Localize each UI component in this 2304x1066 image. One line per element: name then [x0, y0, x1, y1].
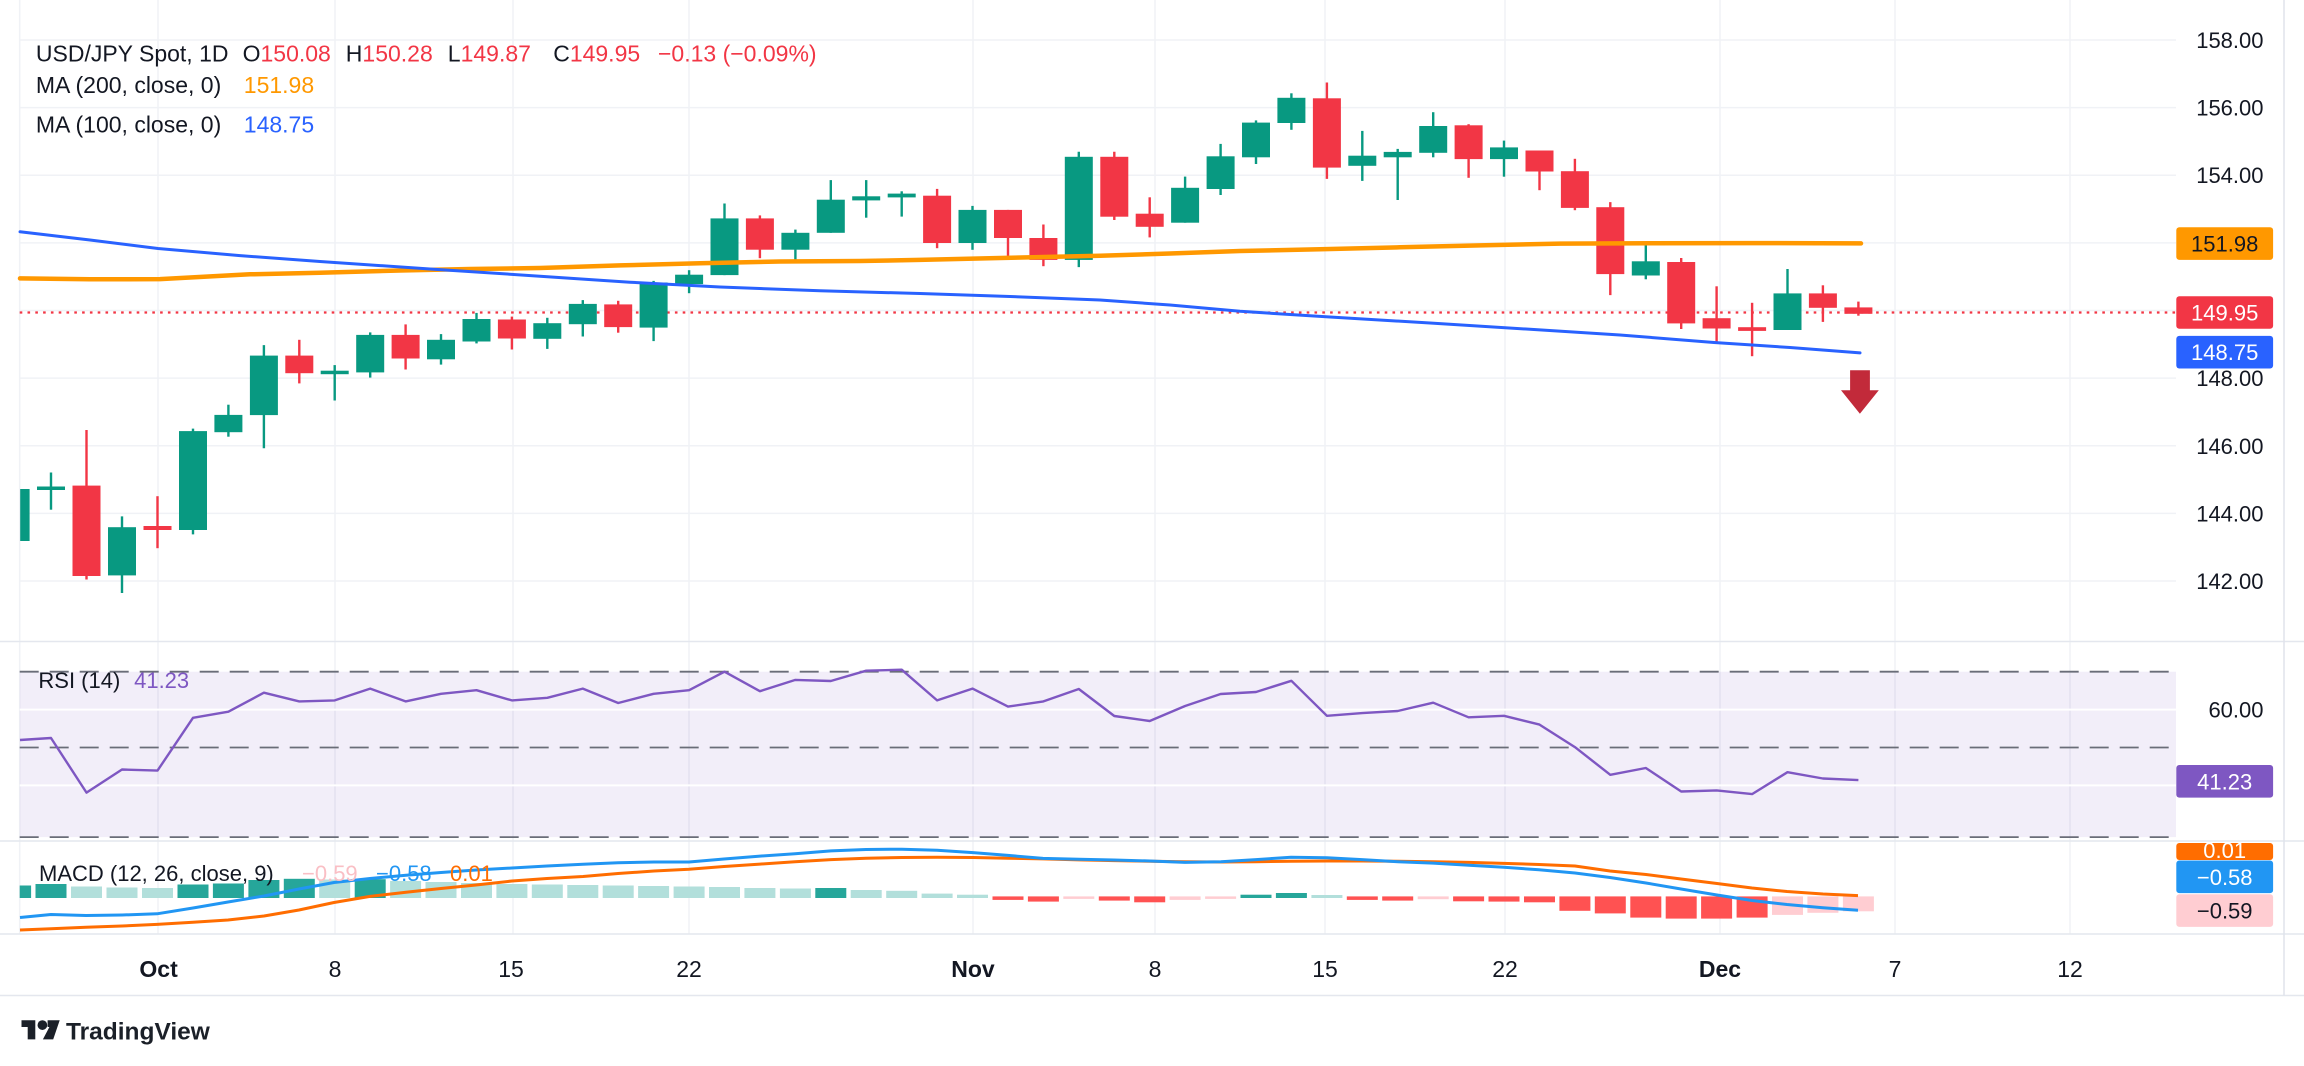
svg-text:148.00: 148.00	[2196, 366, 2263, 391]
svg-text:60.00: 60.00	[2208, 698, 2263, 723]
svg-text:MACD (12, 26, close, 9)−0.59−0: MACD (12, 26, close, 9) −0.59 −0.58 0.01	[39, 861, 493, 886]
svg-text:8: 8	[1149, 956, 1162, 982]
svg-text:8: 8	[329, 956, 342, 982]
svg-text:149.95: 149.95	[2191, 301, 2258, 326]
svg-text:Oct: Oct	[139, 956, 178, 982]
svg-text:151.98: 151.98	[2191, 232, 2258, 257]
svg-text:MA (100, close, 0)148.75: MA (100, close, 0) 148.75	[36, 111, 314, 137]
svg-text:41.23: 41.23	[2197, 769, 2252, 794]
svg-text:146.00: 146.00	[2196, 434, 2263, 459]
svg-text:−0.59: −0.59	[2197, 899, 2253, 924]
svg-text:15: 15	[1312, 956, 1338, 982]
svg-text:22: 22	[1492, 956, 1518, 982]
svg-text:15: 15	[498, 956, 524, 982]
svg-text:154.00: 154.00	[2196, 163, 2263, 188]
svg-text:12: 12	[2057, 956, 2083, 982]
svg-text:142.00: 142.00	[2196, 569, 2263, 594]
svg-text:MA (200, close, 0)151.98: MA (200, close, 0) 151.98	[36, 72, 314, 98]
svg-text:156.00: 156.00	[2196, 96, 2263, 121]
svg-text:148.75: 148.75	[2191, 340, 2258, 365]
svg-text:0.01: 0.01	[2203, 838, 2246, 863]
svg-text:−0.58: −0.58	[2197, 865, 2253, 890]
svg-text:TradingView: TradingView	[66, 1019, 211, 1046]
svg-text:158.00: 158.00	[2196, 28, 2263, 53]
svg-text:7: 7	[1889, 956, 1902, 982]
svg-text:22: 22	[676, 956, 702, 982]
svg-text:RSI (14)41.23: RSI (14) 41.23	[38, 668, 189, 693]
svg-text:144.00: 144.00	[2196, 501, 2263, 526]
svg-text:Nov: Nov	[951, 956, 995, 982]
svg-text:Dec: Dec	[1699, 956, 1741, 982]
